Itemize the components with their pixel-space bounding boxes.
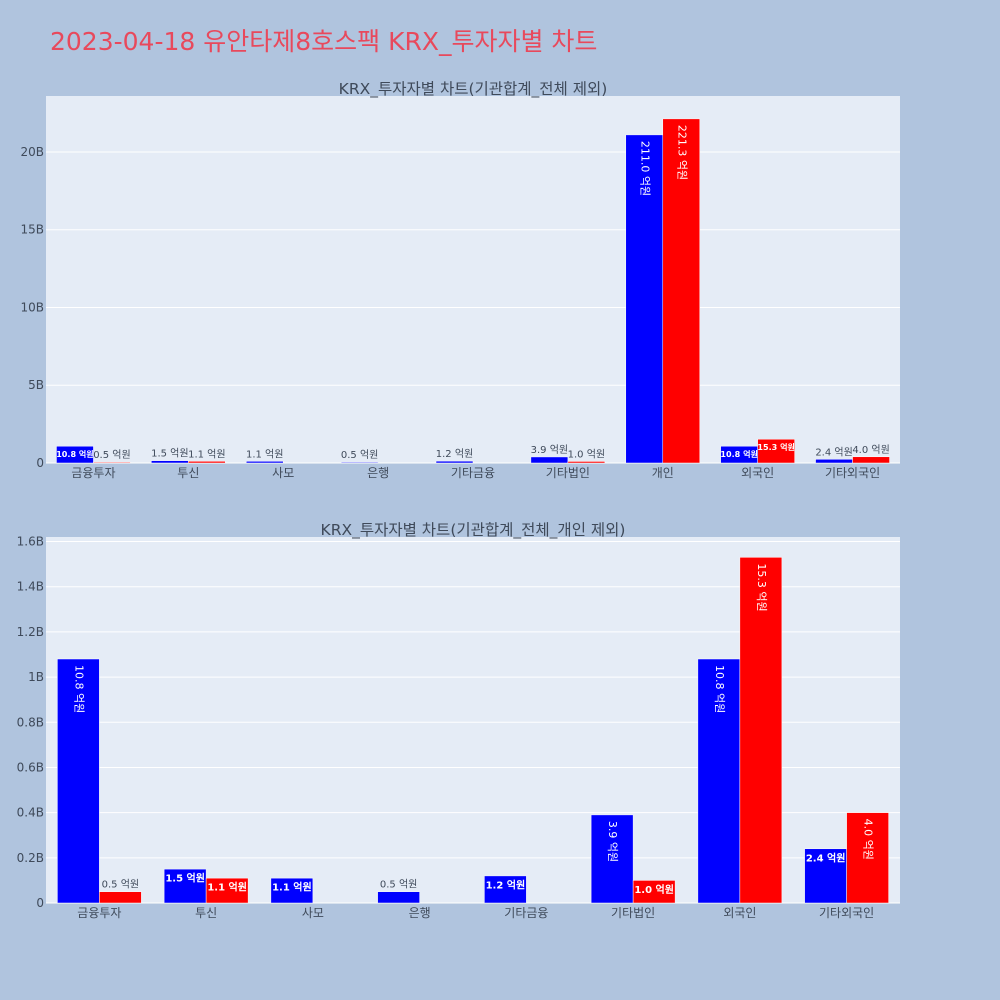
data-label: 10.8 억원	[72, 665, 85, 713]
bar	[852, 456, 890, 464]
bar	[377, 891, 420, 904]
data-label: 0.5 억원	[102, 879, 139, 891]
y-tick-label: 15B	[20, 223, 44, 237]
bar	[530, 456, 569, 464]
y-tick-label: 1.4B	[17, 580, 44, 594]
y-tick-label: 10B	[20, 300, 44, 314]
data-label: 0.5 억원	[93, 449, 130, 461]
data-label: 2.4 억원	[815, 446, 852, 458]
bar	[270, 877, 314, 904]
y-tick-label: 0	[36, 456, 44, 470]
bar	[484, 875, 527, 904]
data-label: 1.2 억원	[486, 878, 526, 891]
bar	[340, 461, 379, 464]
data-label: 15.3 억원	[757, 442, 794, 452]
bar	[163, 868, 207, 904]
bar	[435, 460, 474, 464]
x-tick-label: 개인	[652, 466, 674, 480]
x-tick-label: 금융투자	[71, 466, 115, 480]
data-label: 15.3 억원	[755, 563, 768, 611]
y-tick-label: 20B	[20, 145, 44, 159]
x-tick-label: 사모	[272, 466, 294, 480]
data-label: 3.9 억원	[531, 444, 568, 456]
chart-title: KRX_투자자별 차트(기관합계_전체 제외)	[339, 80, 608, 99]
y-tick-label: 0.6B	[17, 760, 44, 774]
plot-area	[46, 96, 900, 463]
bar	[590, 814, 634, 904]
x-tick-label: 투신	[195, 906, 217, 920]
bar	[697, 658, 741, 904]
bar	[757, 438, 795, 464]
bar	[99, 891, 142, 904]
data-label: 1.0 억원	[568, 448, 605, 460]
bar	[188, 461, 226, 464]
chart-title: KRX_투자자별 차트(기관합계_전체_개인 제외)	[321, 521, 626, 540]
x-tick-label: 투신	[177, 466, 199, 480]
x-tick-label: 금융투자	[77, 906, 121, 920]
x-tick-label: 은행	[367, 465, 389, 480]
y-tick-label: 1.2B	[17, 625, 44, 639]
y-tick-label: 0.8B	[17, 715, 44, 729]
data-label: 1.1 억원	[207, 881, 247, 894]
y-tick-label: 1B	[28, 670, 44, 684]
chart-top: 0 5B 10B 15B 20B KRX_투자자별 차트(기관합계_전체 제외) 금융투자 1…	[20, 80, 900, 480]
bar	[804, 848, 847, 904]
bar	[662, 118, 701, 464]
data-label: 10.8 억원	[713, 665, 726, 713]
x-tick-label: 외국인	[723, 906, 756, 920]
x-tick-label: 기타법인	[611, 906, 655, 920]
bar	[567, 461, 606, 464]
x-tick-label: 기타외국인	[819, 906, 874, 920]
data-label: 1.1 억원	[272, 881, 312, 894]
bar	[245, 461, 284, 464]
page-title: 2023-04-18 유안타제8호스팩 KRX_투자자별 차트	[50, 27, 598, 56]
data-label: 10.8 억원	[720, 449, 757, 459]
data-label: 1.5 억원	[165, 872, 205, 885]
data-label: 2.4 억원	[806, 851, 846, 864]
data-label: 221.3 억원	[675, 125, 688, 180]
bar	[93, 461, 131, 464]
bar	[57, 658, 100, 904]
y-tick-label: 5B	[28, 378, 44, 392]
bar	[632, 880, 676, 904]
bar	[846, 812, 889, 904]
data-label: 211.0 억원	[638, 141, 651, 196]
x-tick-label: 사모	[302, 906, 324, 920]
y-tick-label: 0.4B	[17, 806, 44, 820]
x-tick-label: 기타금융	[504, 906, 548, 920]
bar	[625, 134, 664, 464]
x-tick-label: 은행	[409, 905, 431, 920]
data-label: 1.5 억원	[151, 448, 188, 460]
bar	[205, 877, 249, 904]
y-tick-label: 1.6B	[17, 535, 44, 549]
y-tick-label: 0	[36, 896, 44, 910]
bar	[739, 557, 783, 904]
x-tick-label: 기타금융	[451, 466, 495, 480]
x-tick-label: 기타외국인	[825, 466, 880, 480]
data-label: 4.0 억원	[862, 819, 875, 860]
data-label: 3.9 억원	[606, 821, 619, 862]
data-label: 1.1 억원	[246, 448, 283, 460]
data-label: 0.5 억원	[341, 449, 378, 461]
bar	[56, 445, 94, 464]
data-label: 4.0 억원	[852, 444, 889, 456]
data-label: 0.5 억원	[380, 879, 417, 891]
data-label: 1.0 억원	[634, 883, 674, 896]
data-label: 1.2 억원	[436, 448, 473, 460]
data-label: 10.8 억원	[56, 449, 93, 459]
y-tick-label: 0.2B	[17, 851, 44, 865]
data-label: 1.1 억원	[188, 448, 225, 460]
x-tick-label: 외국인	[741, 466, 774, 480]
x-tick-label: 기타법인	[546, 466, 590, 480]
